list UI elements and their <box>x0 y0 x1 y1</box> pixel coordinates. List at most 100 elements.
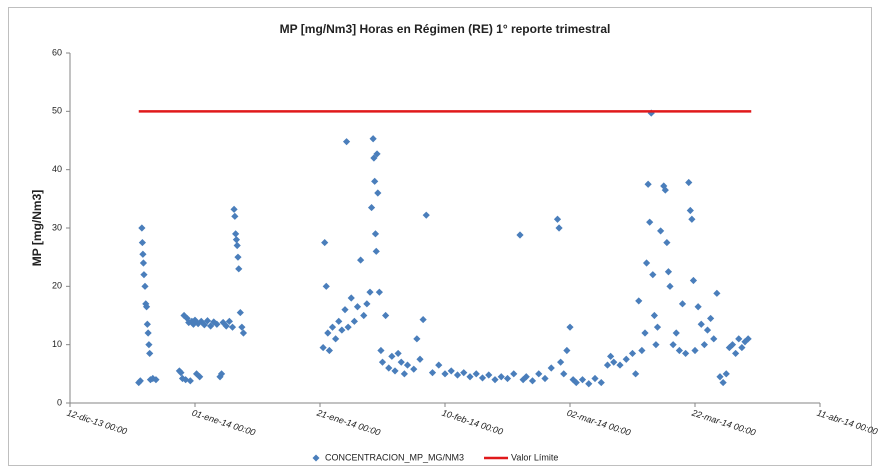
data-point <box>578 376 587 384</box>
data-point <box>664 268 673 276</box>
data-point <box>607 352 615 360</box>
data-point <box>344 323 352 331</box>
data-point <box>663 238 671 247</box>
data-point <box>375 288 383 296</box>
y-tick-label: 0 <box>57 397 62 407</box>
data-point <box>678 300 687 308</box>
data-point <box>328 323 337 331</box>
data-point <box>688 215 696 223</box>
data-point <box>553 215 562 223</box>
data-point <box>357 256 365 264</box>
data-point <box>371 177 379 185</box>
data-point <box>366 288 374 296</box>
data-point <box>391 367 399 375</box>
data-point <box>233 241 241 250</box>
data-point <box>191 316 199 324</box>
data-point <box>382 311 390 320</box>
data-point <box>222 322 230 330</box>
data-point <box>231 212 239 220</box>
y-tick-label: 10 <box>52 339 62 349</box>
data-point <box>510 370 518 378</box>
data-point <box>143 320 151 328</box>
data-point <box>342 138 351 146</box>
data-point <box>403 361 412 369</box>
data-point <box>410 365 418 373</box>
data-point <box>177 369 185 377</box>
data-point <box>360 311 368 320</box>
data-point <box>638 346 646 355</box>
data-point <box>682 349 690 358</box>
data-point <box>139 259 148 267</box>
data-point <box>234 253 242 261</box>
data-point <box>744 335 752 343</box>
data-point <box>319 343 327 352</box>
data-point <box>239 329 248 337</box>
data-point <box>557 358 565 366</box>
data-point <box>503 374 512 383</box>
data-point <box>363 300 371 308</box>
data-point <box>650 311 658 320</box>
legend-label: CONCENTRACION_MP_MG/NM3 <box>325 452 464 462</box>
data-point <box>541 374 549 383</box>
data-point <box>666 282 674 290</box>
data-point <box>332 335 340 343</box>
data-point <box>685 178 693 187</box>
data-point <box>622 355 630 363</box>
data-point <box>719 378 727 387</box>
data-point <box>350 317 358 325</box>
data-point <box>435 361 443 369</box>
data-point <box>691 346 699 355</box>
data-point <box>491 376 499 384</box>
data-point <box>642 259 651 267</box>
data-point <box>653 323 662 331</box>
data-point <box>136 377 144 385</box>
data-point <box>142 303 151 311</box>
data-point <box>203 317 212 325</box>
data-point <box>652 341 660 349</box>
y-tick-label: 60 <box>52 47 62 57</box>
data-point <box>466 373 474 381</box>
data-point <box>535 370 543 378</box>
y-axis-label: MP [mg/Nm3] <box>30 190 44 266</box>
data-point <box>700 341 708 349</box>
data-point <box>560 370 568 378</box>
y-tick-label: 20 <box>52 281 62 291</box>
data-point <box>661 186 669 194</box>
data-point <box>675 346 683 355</box>
data-point <box>321 238 329 247</box>
data-point <box>371 230 380 238</box>
data-point <box>207 322 215 330</box>
data-point <box>141 282 149 290</box>
data-point <box>347 294 355 302</box>
data-point <box>373 150 381 158</box>
data-point <box>370 154 378 162</box>
data-point <box>694 303 702 311</box>
data-point <box>697 320 705 328</box>
data-point <box>196 373 204 381</box>
data-point <box>649 271 657 279</box>
data-point <box>547 364 555 372</box>
data-point <box>572 378 580 387</box>
data-point <box>672 329 680 337</box>
data-point <box>377 346 385 355</box>
data-point <box>146 349 154 358</box>
data-point <box>707 314 715 323</box>
data-point <box>603 361 612 369</box>
data-point <box>353 303 362 311</box>
data-point <box>228 323 237 331</box>
y-tick-label: 40 <box>52 164 62 174</box>
data-point <box>597 378 605 387</box>
data-point <box>139 250 147 258</box>
data-point <box>635 297 643 305</box>
data-point <box>689 276 698 285</box>
data-point <box>138 224 146 232</box>
data-point <box>616 361 624 369</box>
data-point <box>563 346 571 355</box>
data-point <box>324 329 332 337</box>
data-point <box>422 211 430 219</box>
data-point <box>413 335 421 343</box>
data-point <box>528 377 537 385</box>
data-point <box>372 247 380 255</box>
data-point <box>225 317 233 325</box>
